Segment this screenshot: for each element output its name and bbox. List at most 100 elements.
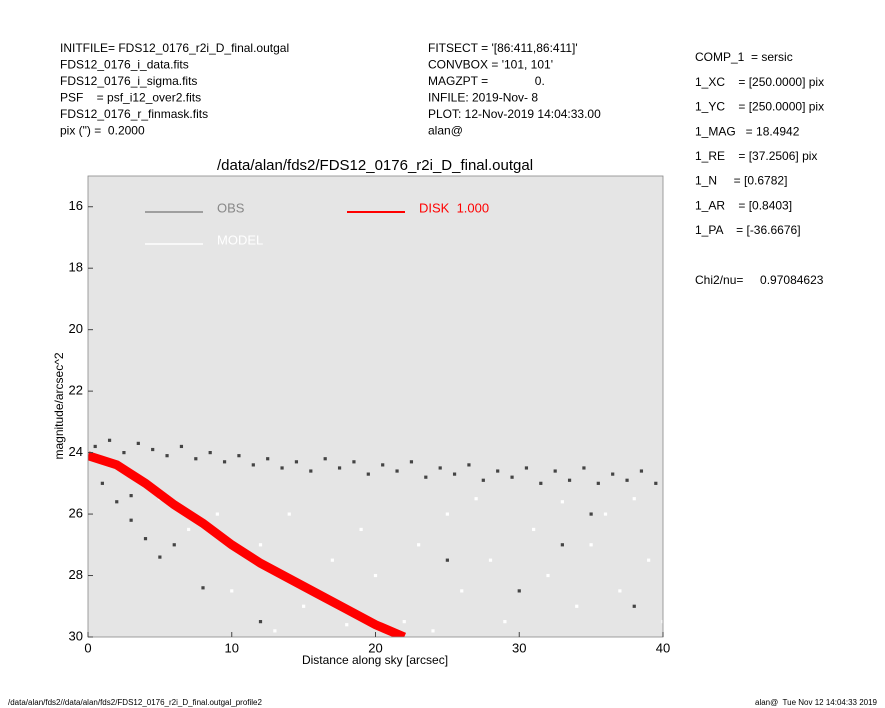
- data-point: [222, 460, 227, 464]
- footer-left: /data/alan/fds2//data/alan/fds2/FDS12_01…: [8, 698, 263, 707]
- data-point: [215, 512, 219, 516]
- data-point: [151, 447, 155, 452]
- data-point: [345, 623, 349, 627]
- data-point: [208, 451, 212, 455]
- data-point: [481, 478, 485, 482]
- data-point: [201, 586, 205, 590]
- header-middle-line: CONVBOX = '101, 101': [428, 58, 553, 72]
- data-point: [567, 478, 572, 482]
- data-point: [582, 466, 586, 470]
- header-right-line: 1_AR = [0.8403]: [695, 198, 792, 212]
- x-tick-label: 40: [656, 640, 670, 655]
- data-point: [187, 527, 191, 532]
- chart-title: /data/alan/fds2/FDS12_0176_r2i_D_final.o…: [217, 157, 533, 174]
- data-point: [424, 475, 428, 479]
- data-point: [230, 589, 234, 593]
- data-point: [359, 527, 363, 532]
- header-right-line: 1_MAG = 18.4942: [695, 124, 800, 138]
- data-point: [445, 512, 449, 516]
- header-middle-line: INFILE: 2019-Nov- 8: [428, 91, 538, 105]
- data-point: [258, 543, 263, 547]
- y-tick-label: 16: [69, 198, 83, 213]
- data-point: [366, 472, 370, 476]
- data-point: [273, 629, 277, 633]
- header-middle-line: PLOT: 12-Nov-2019 14:04:33.00: [428, 107, 601, 121]
- data-point: [287, 512, 291, 516]
- y-axis-label: magnitude/arcsec^2: [52, 352, 66, 459]
- data-point: [438, 466, 442, 470]
- data-point: [654, 481, 658, 485]
- data-point: [517, 589, 521, 593]
- data-point: [503, 620, 507, 624]
- data-point: [237, 454, 241, 458]
- header-left-line: FDS12_0176_r_finmask.fits: [60, 107, 208, 121]
- data-point: [172, 543, 176, 547]
- data-point: [467, 463, 471, 467]
- data-point: [603, 512, 608, 516]
- y-tick-label: 18: [69, 260, 83, 275]
- header-right-line: COMP_1 = sersic: [695, 50, 793, 64]
- legend-label: MODEL: [217, 232, 263, 247]
- data-point: [337, 466, 342, 470]
- data-point: [596, 481, 600, 485]
- data-point: [93, 444, 97, 449]
- header-left-line: FDS12_0176_i_data.fits: [60, 58, 189, 72]
- data-point: [266, 457, 270, 461]
- series-line: [88, 451, 407, 637]
- data-point: [323, 457, 327, 461]
- y-tick-label: 28: [69, 567, 83, 582]
- data-point: [107, 438, 112, 442]
- data-point: [553, 469, 557, 473]
- y-tick-label: 26: [69, 506, 83, 521]
- chi2: Chi2/nu= 0.97084623: [695, 273, 824, 287]
- data-point: [165, 454, 169, 458]
- data-point: [179, 444, 184, 449]
- header-right-line: 1_YC = [250.0000] pix: [695, 100, 824, 114]
- data-point: [280, 466, 284, 470]
- x-tick-label: 20: [368, 640, 382, 655]
- x-tick-label: 30: [512, 640, 526, 655]
- data-point: [402, 620, 406, 624]
- data-point: [632, 604, 636, 608]
- header-right-line: 1_RE = [37.2506] pix: [695, 149, 817, 163]
- data-point: [452, 472, 457, 476]
- data-point: [136, 441, 140, 445]
- x-axis-label: Distance along sky [arcsec]: [302, 653, 448, 667]
- data-point: [381, 463, 385, 467]
- data-point: [539, 481, 543, 485]
- data-point: [194, 457, 198, 461]
- data-point: [474, 497, 478, 501]
- data-point: [373, 573, 378, 578]
- x-tick-label: 0: [84, 640, 91, 655]
- header-middle-line: MAGZPT = 0.: [428, 74, 545, 88]
- y-tick-label: 24: [69, 444, 83, 459]
- legend-label: DISK 1.000: [419, 200, 489, 215]
- header-left-line: PSF = psf_i12_over2.fits: [60, 91, 201, 105]
- data-point: [611, 472, 615, 476]
- data-point: [129, 518, 133, 522]
- data-point: [639, 469, 644, 473]
- data-point: [395, 469, 399, 473]
- y-tick-label: 20: [69, 321, 83, 336]
- data-point: [352, 460, 356, 464]
- data-point: [460, 589, 464, 593]
- data-point: [100, 481, 104, 485]
- data-point: [302, 604, 306, 608]
- header-right-line: 1_PA = [-36.6676]: [695, 223, 801, 237]
- data-point: [510, 475, 514, 479]
- data-point: [625, 478, 629, 482]
- plot-area: [88, 438, 663, 637]
- header-left-line: pix (") = 0.2000: [60, 124, 145, 138]
- data-point: [445, 558, 449, 562]
- header-middle-line: FITSECT = '[86:411,86:411]': [428, 41, 578, 55]
- data-point: [129, 494, 133, 498]
- data-point: [661, 620, 663, 624]
- y-tick-label: 22: [69, 383, 83, 398]
- x-tick-label: 10: [225, 640, 239, 655]
- data-point: [575, 604, 579, 608]
- data-point: [294, 460, 299, 464]
- data-point: [122, 451, 126, 455]
- data-point: [647, 558, 651, 562]
- header-left-line: FDS12_0176_i_sigma.fits: [60, 74, 197, 88]
